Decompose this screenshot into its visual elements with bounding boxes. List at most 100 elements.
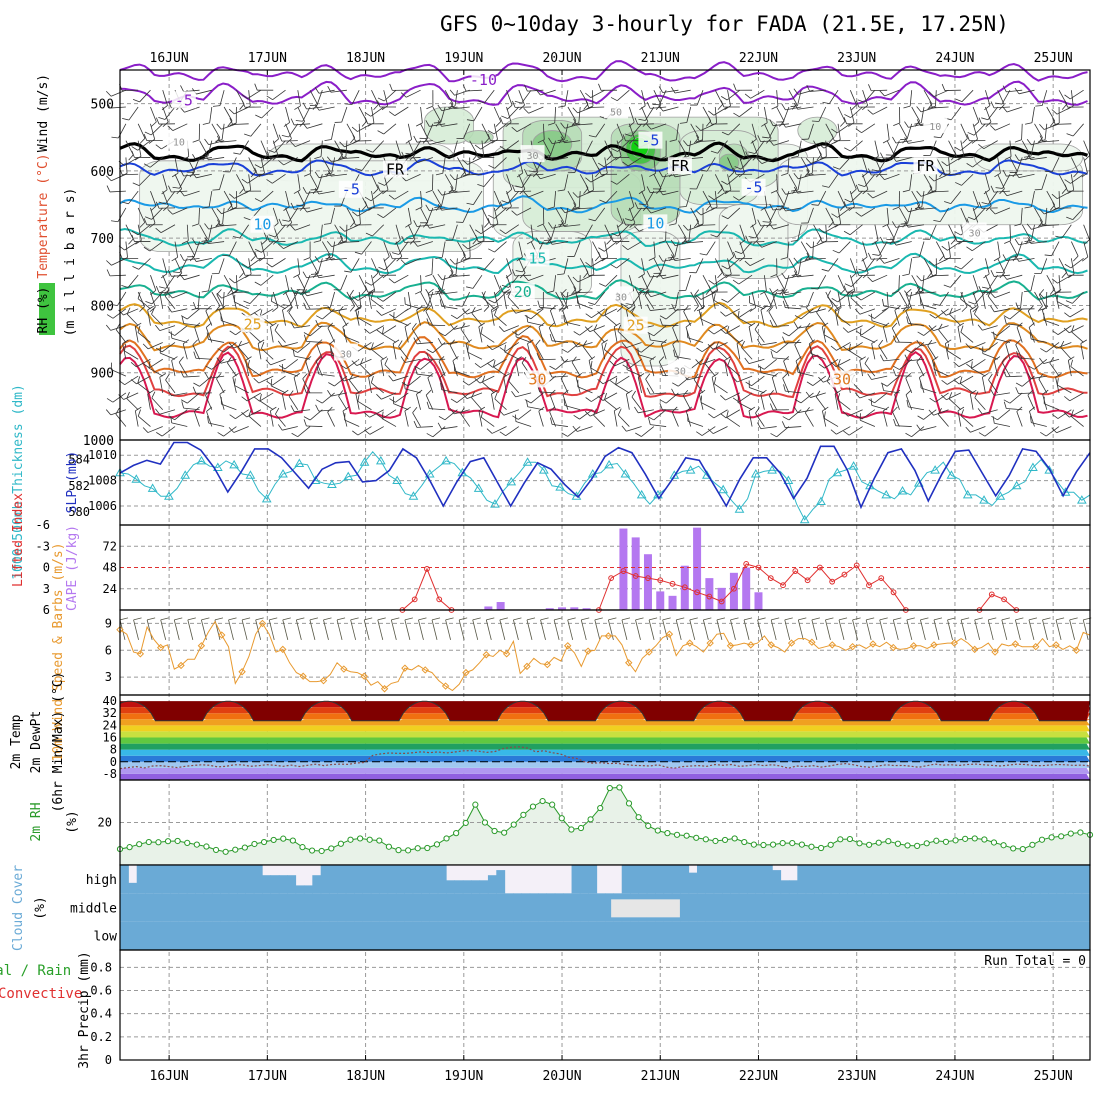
axis-label-temperature: Temperature (°C) [36, 153, 51, 278]
wind-barb [481, 334, 494, 343]
middle-cloud-bar [145, 893, 154, 921]
high-cloud-bar [371, 865, 380, 893]
middle-cloud-bar [1031, 893, 1040, 921]
rh-marker [348, 837, 353, 842]
wind-barb [865, 358, 869, 364]
middle-cloud-bar [513, 893, 522, 921]
middle-cloud-bar [446, 893, 455, 921]
wind-barb [712, 377, 715, 393]
wind-barb [234, 427, 249, 433]
wind-barb [172, 257, 178, 261]
rh-marker [396, 848, 401, 853]
rh-marker [165, 839, 170, 844]
wind-barb [1004, 402, 1006, 409]
wind-barb [805, 413, 813, 427]
wind-barb [379, 267, 385, 270]
wind-barb [860, 420, 875, 426]
middle-cloud-bar [873, 893, 882, 921]
wind-barb [813, 242, 814, 258]
wind-barb [166, 275, 175, 288]
wind-barb [565, 90, 568, 106]
wind-barb [479, 323, 485, 327]
wind-barb [389, 279, 394, 283]
wind-barb [749, 388, 764, 393]
rh-marker [434, 842, 439, 847]
wind-barb [358, 401, 372, 409]
middle-cloud-bar [120, 893, 129, 921]
wind-barb [972, 359, 985, 368]
wind-barb [138, 124, 145, 138]
wind-barb [242, 397, 247, 401]
middle-cloud-bar [981, 893, 990, 921]
cape-bar [619, 529, 627, 610]
middle-cloud-bar [705, 893, 714, 921]
surface-wind-barb [1056, 618, 1064, 620]
contour-label: -5 [342, 181, 360, 199]
wind-barb [782, 104, 786, 110]
wind-barb [1058, 326, 1071, 335]
wind-barb [1005, 317, 1007, 324]
run-total-label: Run Total = 0 [984, 954, 1086, 969]
date-label-bottom: 18JUN [346, 1069, 385, 1084]
wind-barb [832, 298, 838, 302]
surface-wind-barb [1070, 618, 1078, 620]
middle-cloud-bar [162, 893, 171, 921]
wind-barb [160, 326, 175, 331]
wind-barb [771, 433, 777, 436]
axis-label-wind: Wind (m/s) [36, 74, 51, 152]
surface-wind-barb [975, 620, 980, 640]
wind-barb [371, 275, 383, 285]
contour-label: -5 [745, 179, 763, 197]
rh-marker [895, 841, 900, 846]
rh-marker [367, 837, 372, 842]
surface-wind-barb [459, 618, 467, 620]
surface-wind-barb [812, 620, 817, 640]
wind-barb [973, 107, 979, 122]
wind-barb [1025, 123, 1032, 124]
surface-wind-barb [364, 620, 369, 640]
wind-barb [783, 373, 788, 378]
wind-barb [466, 287, 473, 289]
rh-marker [309, 848, 314, 853]
wind-barb [660, 400, 666, 403]
axis-label-precip-total: Total / Rain [0, 963, 71, 979]
wind-barb [227, 363, 236, 376]
temperature-band [120, 744, 1090, 750]
wind-barb [659, 105, 663, 111]
surface-wind-barb [188, 618, 196, 620]
wind-barb [515, 101, 522, 103]
wind-barb [439, 416, 445, 419]
wind-barb [382, 326, 396, 335]
high-cloud-bar [756, 865, 765, 893]
wind-barb [862, 326, 875, 335]
rh-marker [127, 845, 132, 850]
rh-marker [377, 838, 382, 843]
wind-barb [489, 300, 495, 303]
high-cloud-bar [1048, 865, 1057, 893]
wind-barb [298, 275, 305, 289]
wind-barb [126, 157, 127, 173]
high-cloud-bar [990, 865, 999, 893]
wind-barb [936, 309, 949, 318]
wind-barb [912, 427, 924, 437]
wind-barb [872, 254, 879, 255]
wind-barb [1021, 292, 1023, 308]
wind-barb [473, 275, 482, 288]
wind-barb [975, 392, 978, 398]
date-label-top: 19JUN [444, 51, 483, 66]
wind-barb [294, 106, 300, 110]
high-cloud-bar [889, 865, 898, 893]
wind-barb [863, 90, 868, 105]
middle-cloud-bar [262, 893, 271, 921]
cape-tick-label: 48 [103, 561, 117, 575]
wind-barb [254, 397, 260, 401]
wind-barb [758, 366, 764, 369]
surface-wind-barb [229, 620, 234, 640]
wind-barb [196, 358, 212, 359]
high-cloud-bar [806, 865, 815, 893]
middle-cloud-bar [220, 893, 229, 921]
surface-wind-barb [636, 618, 644, 620]
surface-wind-barb [581, 618, 589, 620]
temperature-band [120, 731, 1090, 737]
wind-barb [278, 424, 282, 430]
